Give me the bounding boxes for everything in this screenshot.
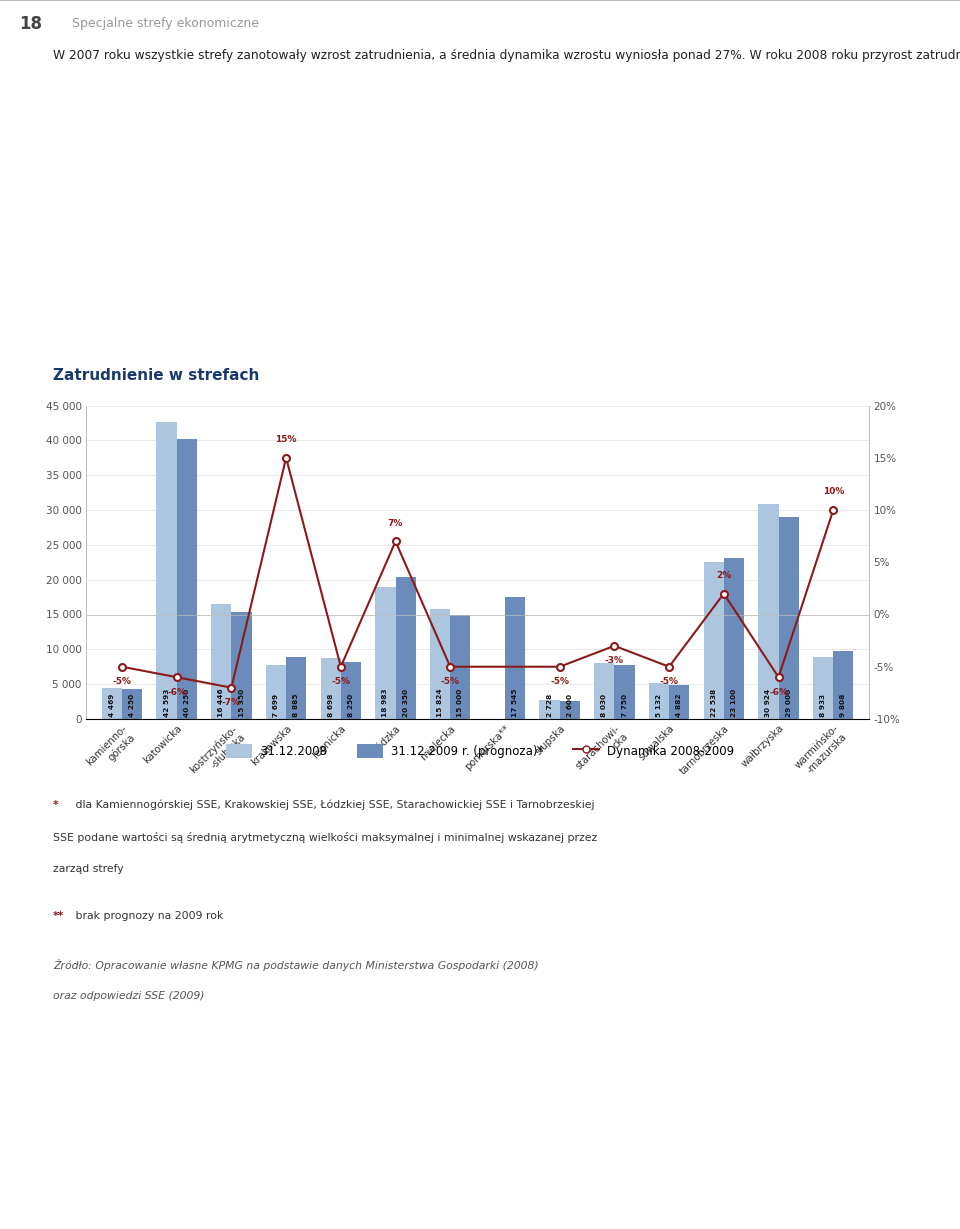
Text: 23 100: 23 100 <box>731 688 737 717</box>
Text: 16 446: 16 446 <box>218 688 225 717</box>
Text: 4 882: 4 882 <box>676 693 683 717</box>
Bar <box>286 658 306 719</box>
Text: *: * <box>53 800 59 810</box>
Text: 2 728: 2 728 <box>546 693 553 717</box>
Bar <box>540 701 560 719</box>
Text: -5%: -5% <box>550 677 569 686</box>
Text: -5%: -5% <box>331 677 350 686</box>
Text: Specjalne strefy ekonomiczne: Specjalne strefy ekonomiczne <box>72 17 259 31</box>
Text: 17 545: 17 545 <box>512 688 518 717</box>
Bar <box>594 662 614 719</box>
Bar <box>122 689 142 719</box>
Legend: 31.12.2008, 31.12.2009 r. (prognoza)*, Dynamika 2008-2009: 31.12.2008, 31.12.2009 r. (prognoza)*, D… <box>221 740 739 762</box>
Bar <box>813 656 833 719</box>
Text: 7 750: 7 750 <box>621 693 628 717</box>
Text: 8 250: 8 250 <box>348 693 354 717</box>
Text: 4 250: 4 250 <box>129 693 135 717</box>
Bar <box>505 597 525 719</box>
Text: 15 000: 15 000 <box>457 688 464 717</box>
Bar <box>341 661 361 719</box>
Bar <box>614 665 635 719</box>
Text: 20 350: 20 350 <box>402 688 409 717</box>
Text: oraz odpowiedzi SSE (2009): oraz odpowiedzi SSE (2009) <box>53 991 204 1000</box>
Text: -6%: -6% <box>769 688 788 697</box>
Bar <box>396 578 416 719</box>
Text: 2 600: 2 600 <box>566 693 573 717</box>
Text: 8 933: 8 933 <box>820 694 827 717</box>
Bar <box>321 659 341 719</box>
Bar <box>833 650 853 719</box>
Text: brak prognozy na 2009 rok: brak prognozy na 2009 rok <box>72 912 223 922</box>
Text: 18: 18 <box>19 15 42 33</box>
Text: Źródło: Opracowanie własne KPMG na podstawie danych Ministerstwa Gospodarki (200: Źródło: Opracowanie własne KPMG na podst… <box>53 959 539 971</box>
Text: 5 132: 5 132 <box>656 693 662 717</box>
Text: dla Kamiennogórskiej SSE, Krakowskiej SSE, Łódzkiej SSE, Starachowickiej SSE i T: dla Kamiennogórskiej SSE, Krakowskiej SS… <box>72 800 594 810</box>
Text: -3%: -3% <box>605 656 624 665</box>
Bar <box>211 605 231 719</box>
Text: -6%: -6% <box>167 688 186 697</box>
Text: 8 698: 8 698 <box>327 693 334 717</box>
Bar <box>102 688 122 719</box>
Text: 22 538: 22 538 <box>710 688 717 717</box>
Bar <box>177 439 197 719</box>
Text: 7 699: 7 699 <box>273 693 279 717</box>
Bar <box>779 517 799 719</box>
Bar <box>156 423 177 719</box>
Text: 8 885: 8 885 <box>293 693 300 717</box>
Text: 9 808: 9 808 <box>840 693 847 717</box>
Text: SSE podane wartości są średnią arytmetyczną wielkości maksymalnej i minimalnej w: SSE podane wartości są średnią arytmetyc… <box>53 832 597 843</box>
Text: 10%: 10% <box>823 488 844 497</box>
Text: -5%: -5% <box>112 677 132 686</box>
Bar <box>704 562 724 719</box>
Text: -5%: -5% <box>660 677 679 686</box>
Text: **: ** <box>53 912 64 922</box>
Text: 42 593: 42 593 <box>163 688 170 717</box>
Bar <box>430 608 450 719</box>
Bar <box>560 701 580 719</box>
Text: 15%: 15% <box>276 435 297 444</box>
Bar <box>649 683 669 719</box>
Text: 7%: 7% <box>388 519 403 527</box>
Bar <box>266 665 286 719</box>
Text: 8 030: 8 030 <box>601 693 608 717</box>
Bar <box>724 558 744 719</box>
Text: W 2007 roku wszystkie strefy zanotowały wzrost zatrudnienia, a średnia dynamika : W 2007 roku wszystkie strefy zanotowały … <box>53 49 960 63</box>
Text: 4 469: 4 469 <box>108 693 115 717</box>
Bar <box>758 504 779 719</box>
Bar <box>450 614 470 719</box>
Text: 29 000: 29 000 <box>785 688 792 717</box>
Text: 2%: 2% <box>716 571 732 580</box>
Text: -7%: -7% <box>222 698 241 707</box>
Bar <box>231 612 252 719</box>
Text: -5%: -5% <box>441 677 460 686</box>
Text: 30 924: 30 924 <box>765 688 772 717</box>
Text: 18 983: 18 983 <box>382 688 389 717</box>
Text: 15 350: 15 350 <box>238 688 245 717</box>
Bar <box>669 685 689 719</box>
Text: Zatrudnienie w strefach: Zatrudnienie w strefach <box>53 367 259 383</box>
Text: 15 824: 15 824 <box>437 688 444 717</box>
Text: 40 250: 40 250 <box>183 688 190 717</box>
Bar <box>375 586 396 719</box>
Text: zarząd strefy: zarząd strefy <box>53 864 124 874</box>
